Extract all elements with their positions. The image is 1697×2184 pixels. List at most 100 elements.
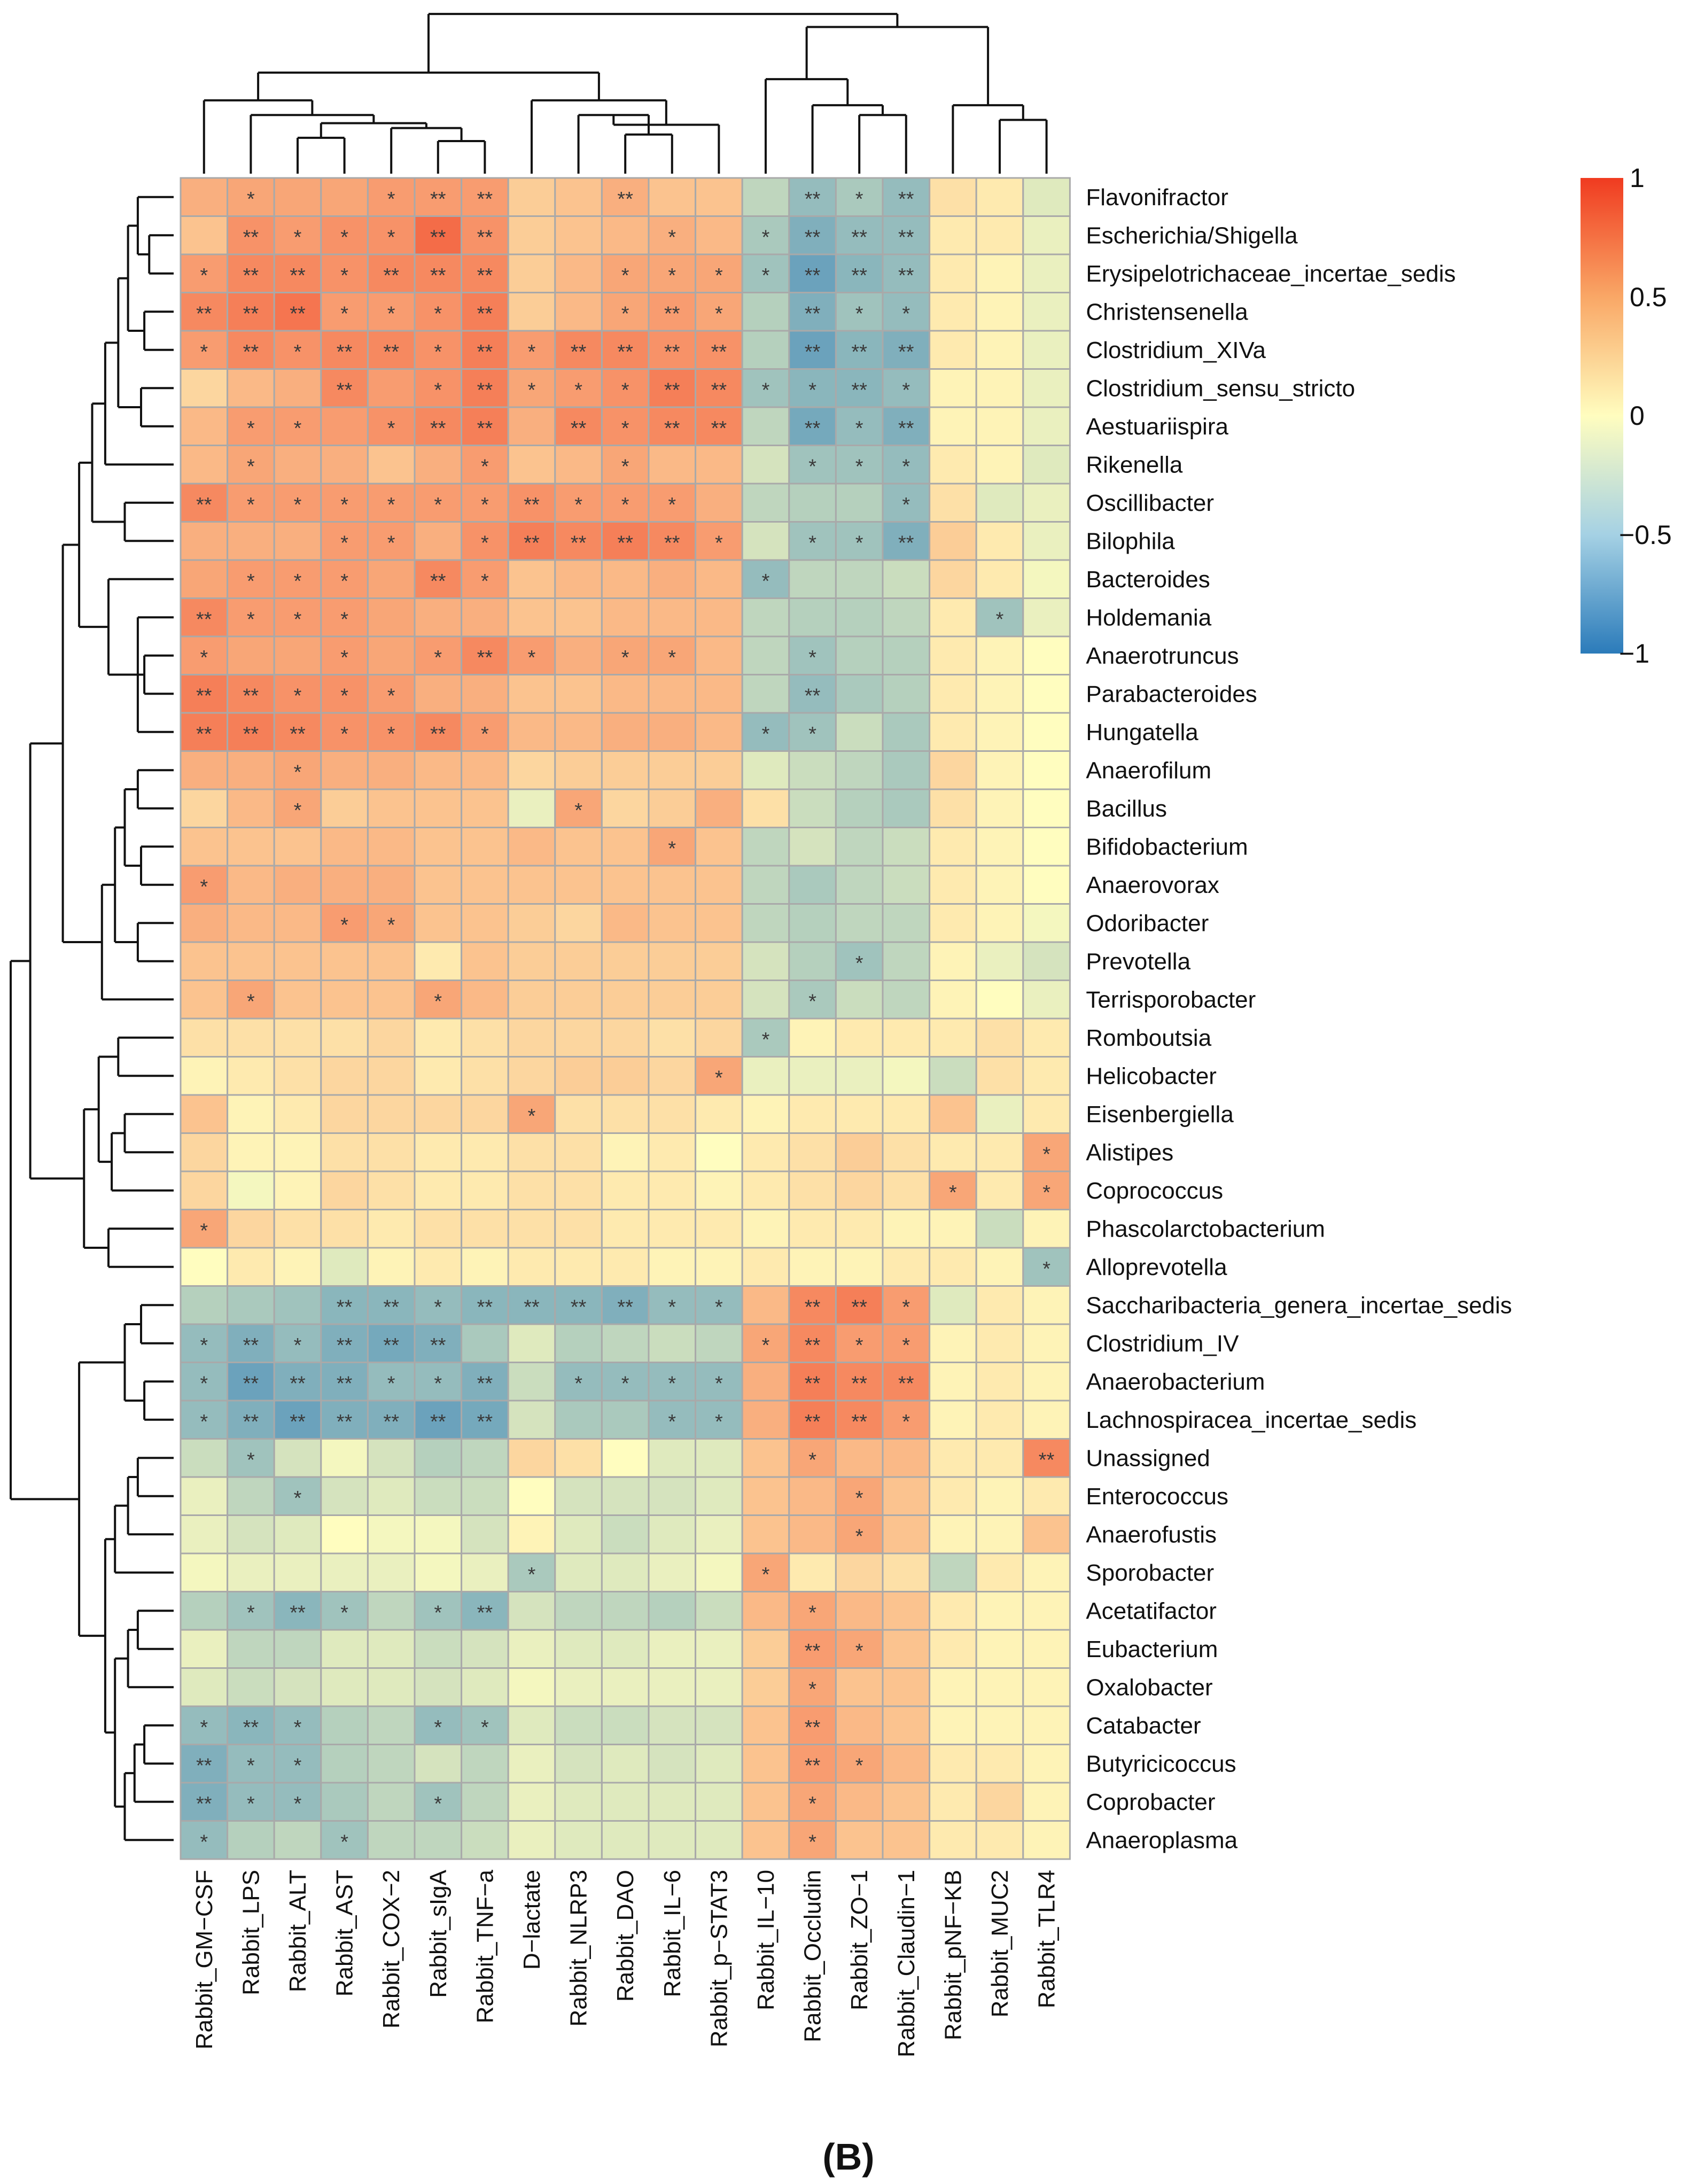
heatmap-cell: [554, 483, 603, 523]
heatmap-cell: [461, 1247, 509, 1287]
heatmap-cell: [180, 980, 229, 1020]
heatmap-cell: [929, 1247, 977, 1287]
significance-mark: **: [524, 532, 540, 554]
heatmap-cell: [975, 406, 1024, 446]
heatmap-cell: [788, 1323, 837, 1363]
significance-mark: **: [290, 723, 306, 745]
heatmap-cell: [461, 941, 509, 981]
heatmap-cell: [882, 1476, 931, 1516]
heatmap-cell: [367, 903, 416, 943]
heatmap-cell: [461, 521, 509, 561]
significance-mark: **: [617, 1296, 633, 1318]
heatmap-cell: [367, 750, 416, 790]
significance-mark: *: [200, 1716, 208, 1739]
heatmap-cell: [507, 1514, 556, 1555]
significance-mark: **: [243, 1334, 259, 1357]
significance-mark: **: [243, 1372, 259, 1395]
heatmap-cell: [788, 597, 837, 638]
heatmap-cell: [882, 1782, 931, 1822]
heatmap-cell: [1022, 1438, 1071, 1478]
significance-mark: *: [902, 302, 910, 325]
significance-mark: *: [481, 1716, 489, 1739]
row-label: Coprobacter: [1086, 1789, 1215, 1815]
significance-mark: **: [898, 341, 914, 363]
significance-mark: **: [805, 341, 821, 363]
column-label: Rabbit_NLRP3: [566, 1870, 592, 2027]
heatmap-cell: [461, 1820, 509, 1860]
heatmap-cell: [320, 1247, 369, 1287]
heatmap-cell: [180, 406, 229, 446]
significance-mark: **: [805, 1754, 821, 1777]
heatmap-cell: [929, 1629, 977, 1669]
heatmap-cell: [929, 253, 977, 293]
heatmap-cell: [320, 1820, 369, 1860]
heatmap-cell: [461, 559, 509, 599]
heatmap-cell: [788, 1514, 837, 1555]
heatmap-cells: * * ** ** ** ** * **** * * * ** ** * * ** ** *** ** ** * ** **…: [180, 177, 1071, 1860]
significance-mark: **: [805, 302, 821, 325]
heatmap-cell: [741, 406, 790, 446]
heatmap-cell: [367, 1476, 416, 1516]
significance-mark: *: [808, 1793, 816, 1815]
heatmap-cell: [695, 1094, 743, 1134]
heatmap-cell: [367, 1209, 416, 1249]
heatmap-cell: [788, 253, 837, 293]
heatmap-cell: [975, 750, 1024, 790]
column-dendrogram: [203, 13, 1048, 174]
significance-mark: *: [528, 379, 536, 401]
heatmap-cell: [695, 1629, 743, 1669]
significance-mark: *: [434, 1296, 442, 1318]
significance-mark: **: [337, 379, 353, 401]
heatmap-cell: [554, 865, 603, 905]
significance-mark: *: [387, 723, 395, 745]
heatmap-cell: [461, 1094, 509, 1134]
heatmap-cell: [1022, 1820, 1071, 1860]
heatmap-cell: [273, 1170, 322, 1210]
heatmap-cell: [320, 1094, 369, 1134]
heatmap-cell: [929, 483, 977, 523]
heatmap-cell: [695, 1782, 743, 1822]
heatmap-cell: [695, 1705, 743, 1745]
heatmap-cell: [180, 1400, 229, 1440]
heatmap-cell: [695, 1209, 743, 1249]
significance-mark: **: [430, 226, 446, 248]
heatmap-cell: [975, 788, 1024, 828]
heatmap-cell: [414, 292, 463, 332]
significance-mark: *: [574, 494, 582, 516]
heatmap-cell: [929, 941, 977, 981]
significance-mark: *: [200, 1372, 208, 1395]
heatmap-cell: [741, 1247, 790, 1287]
significance-mark: **: [383, 265, 399, 287]
significance-mark: *: [855, 952, 863, 975]
heatmap-cell: [1022, 215, 1071, 255]
heatmap-cell: [929, 1438, 977, 1478]
significance-mark: *: [294, 226, 302, 248]
significance-mark: *: [902, 455, 910, 478]
heatmap-cell: [414, 177, 463, 217]
heatmap-cell: [367, 635, 416, 675]
heatmap-cell: [695, 1744, 743, 1784]
heatmap-cell: [882, 635, 931, 675]
heatmap-cell: [461, 253, 509, 293]
heatmap-cell: [601, 1476, 650, 1516]
significance-mark: *: [621, 417, 629, 440]
significance-mark: **: [664, 417, 680, 440]
heatmap-cell: [227, 1056, 275, 1096]
heatmap-cell: [180, 865, 229, 905]
heatmap-cell: [975, 368, 1024, 408]
row-label: Acetatifactor: [1086, 1598, 1217, 1624]
significance-mark: *: [574, 1372, 582, 1395]
significance-mark: *: [294, 417, 302, 440]
heatmap-cell: [788, 1170, 837, 1210]
heatmap-cell: [554, 406, 603, 446]
significance-mark: *: [715, 265, 723, 287]
row-label: Anaeroplasma: [1086, 1827, 1237, 1853]
heatmap-cell: [835, 483, 884, 523]
heatmap-cell: [975, 941, 1024, 981]
heatmap-cell: [601, 1820, 650, 1860]
heatmap-cell: [882, 1017, 931, 1058]
heatmap-cell: [554, 177, 603, 217]
heatmap-cell: [414, 750, 463, 790]
heatmap-cell: [554, 368, 603, 408]
heatmap-cell: [929, 215, 977, 255]
